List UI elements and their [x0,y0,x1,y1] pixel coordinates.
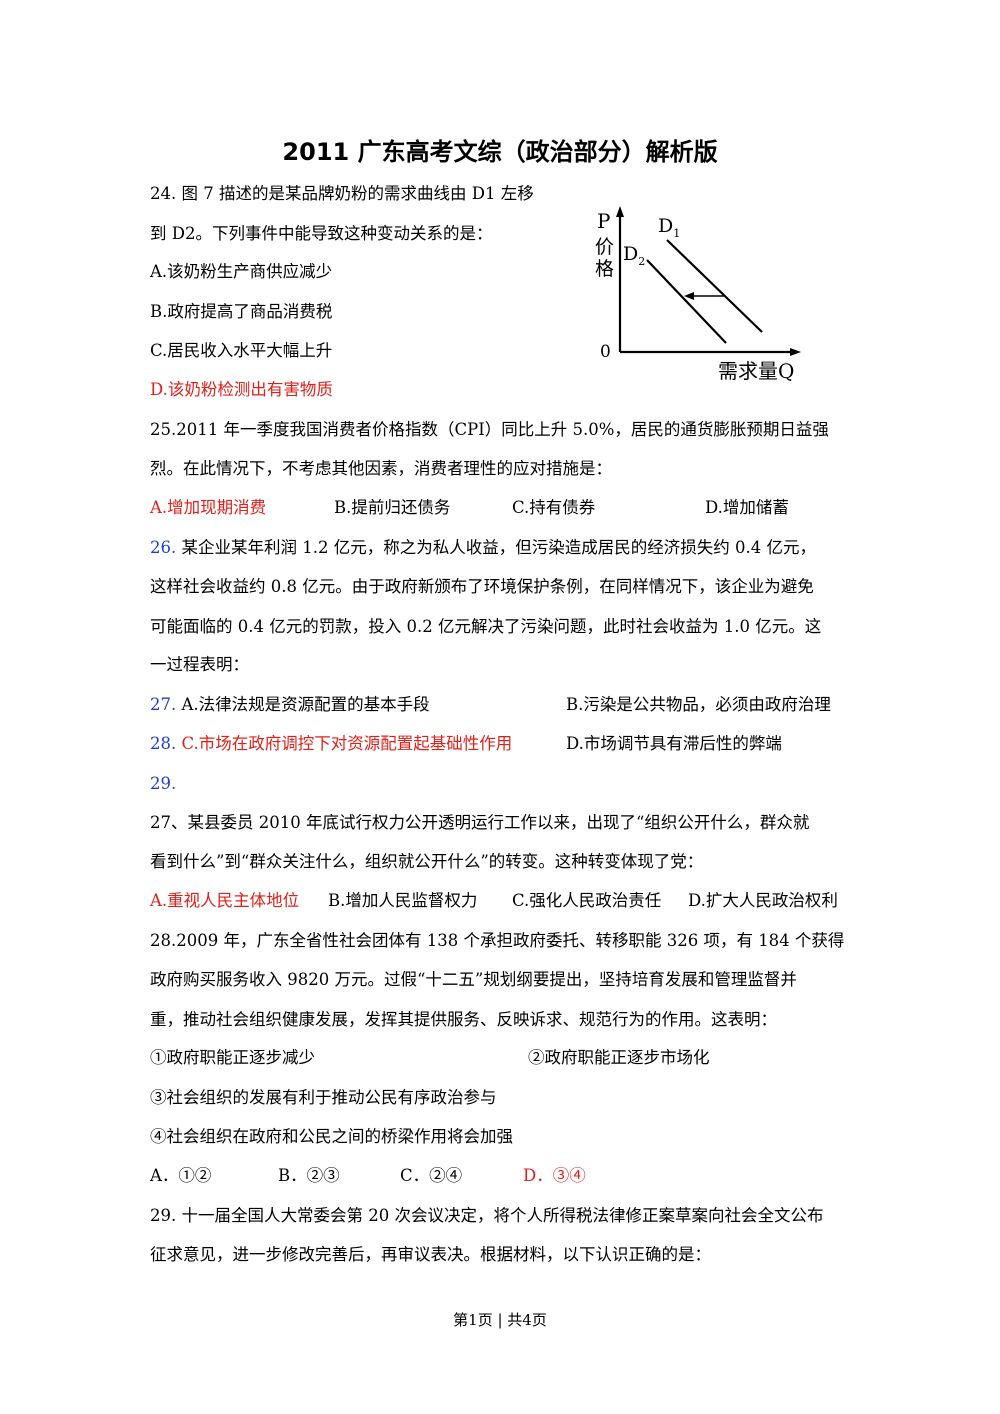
q27-stem-line1: 27、某县委员 2010 年底试行权力公开透明运行工作以来，出现了“组织公开什么… [150,813,810,832]
q26-option-a: 27. A.法律法规是资源配置的基本手段 [150,694,430,716]
q28-stem-line1: 28.2009 年，广东全省性社会团体有 138 个承担政府委托、转移职能 32… [150,931,845,950]
q26-stem-line2: 这样社会收益约 0.8 亿元。由于政府新颁布了环境保护条例，在同样情况下，该企业… [150,577,814,596]
q26-option-a-text: A.法律法规是资源配置的基本手段 [176,695,430,714]
q26-stem-line4: 一过程表明： [150,655,249,674]
q26-option-c-number: 28. [150,734,177,753]
q24-option-c: C.居民收入水平大幅上升 [150,341,333,360]
q25-option-c: C.持有债券 [512,498,596,517]
q25-option-a-answer: A.增加现期消费 [150,498,267,517]
q28-statement-4: ④社会组织在政府和公民之间的桥梁作用将会加强 [150,1127,513,1146]
x-axis-arrow-icon [790,348,801,356]
q26-stem-line1: 26. 某企业某年利润 1.2 亿元，称之为私人收益，但污染造成居民的经济损失约… [150,537,816,559]
q26-number: 26. [150,538,177,557]
y-axis-label-price-2: 格 [595,258,614,280]
q28-option-d-answer: D．③④ [523,1166,586,1185]
curve-d2-label: D2 [623,243,645,268]
q26-option-c-text: C.市场在政府调控下对资源配置起基础性作用 [176,734,513,753]
q26-stray-number: 29. [150,774,177,793]
q29-stem-line2: 征求意见，进一步修改完善后，再审议表决。根据材料，以下认识正确的是： [150,1245,711,1264]
q28-option-c: C．②④ [400,1166,463,1185]
q24-option-b: B.政府提高了商品消费税 [150,302,333,321]
shift-arrow-icon [684,292,694,300]
curve-d1 [666,239,763,333]
curve-d2 [646,259,727,344]
q28-stem-line2: 政府购买服务收入 9820 万元。过假“十二五”规划纲要提出，坚持培育发展和管理… [150,970,797,989]
q24-stem-line2: 到 D2。下列事件中能导致这种变动关系的是： [150,224,493,243]
q28-stem-line3: 重，推动社会组织健康发展，发挥其提供服务、反映诉求、规范行为的作用。这表明： [150,1010,777,1029]
q25-stem-line1: 25.2011 年一季度我国消费者价格指数（CPI）同比上升 5.0%，居民的通… [150,420,829,439]
q26-option-d: D.市场调节具有滞后性的弊端 [566,734,782,753]
q27-option-a-answer: A.重视人民主体地位 [150,891,300,910]
q28-option-b: B．②③ [278,1166,340,1185]
q24-option-a: A.该奶粉生产商供应减少 [150,262,333,281]
x-axis-label: 需求量Q [718,359,794,383]
q25-stem-line2: 烈。在此情况下，不考虑其他因素，消费者理性的应对措施是： [150,459,612,478]
curve-d1-label: D1 [658,215,680,240]
page-footer: 第1页 | 共4页 [453,1311,547,1329]
y-axis-label-p: P [597,209,610,233]
q28-statement-2: ②政府职能正逐步市场化 [528,1048,710,1067]
q26-option-c-answer: 28. C.市场在政府调控下对资源配置起基础性作用 [150,733,512,755]
q29-stem-line1: 29. 十一届全国人大常委会第 20 次会议决定，将个人所得税法律修正案草案向社… [150,1206,824,1225]
y-axis-arrow-icon [616,206,624,217]
q27-option-b: B.增加人民监督权力 [328,891,478,910]
q24-stem-line1: 24. 图 7 描述的是某品牌奶粉的需求曲线由 D1 左移 [150,184,534,203]
q26-stem-line3: 可能面临的 0.4 亿元的罚款，投入 0.2 亿元解决了污染问题，此时社会收益为… [150,617,822,636]
q26-stem-text: 某企业某年利润 1.2 亿元，称之为私人收益，但污染造成居民的经济损失约 0.4… [176,538,816,557]
q28-option-a: A．①② [150,1166,212,1185]
q27-stem-line2: 看到什么”到“群众关注什么，组织就公开什么”的转变。这种转变体现了党： [150,852,704,871]
q24-option-d-answer: D.该奶粉检测出有害物质 [150,380,333,399]
q27-option-c: C.强化人民政治责任 [512,891,662,910]
q25-option-b: B.提前归还债务 [334,498,451,517]
demand-curve-figure: P 价 格 0 D1 D2 需求量Q [595,206,801,383]
q28-statement-1: ①政府职能正逐步减少 [150,1048,315,1067]
q26-option-b: B.污染是公共物品，必须由政府治理 [566,695,831,714]
q28-statement-3: ③社会组织的发展有利于推动公民有序政治参与 [150,1088,497,1107]
origin-label: 0 [600,342,611,362]
q27-option-d: D.扩大人民政治权利 [688,891,838,910]
q26-option-a-number: 27. [150,695,177,714]
page-title: 2011 广东高考文综（政治部分）解析版 [282,138,718,166]
q25-option-d: D.增加储蓄 [705,498,789,517]
y-axis-label-price-1: 价 [595,236,614,258]
